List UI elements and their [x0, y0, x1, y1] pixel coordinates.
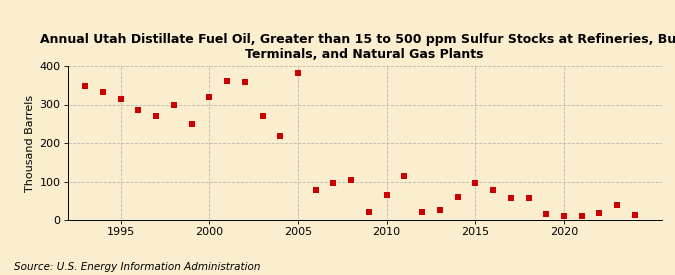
Point: [151, 114, 161, 118]
Point: [221, 79, 232, 84]
Point: [452, 195, 463, 199]
Title: Annual Utah Distillate Fuel Oil, Greater than 15 to 500 ppm Sulfur Stocks at Ref: Annual Utah Distillate Fuel Oil, Greater…: [40, 33, 675, 61]
Point: [98, 90, 109, 94]
Point: [559, 214, 570, 218]
Point: [346, 177, 356, 182]
Point: [204, 95, 215, 99]
Text: Source: U.S. Energy Information Administration: Source: U.S. Energy Information Administ…: [14, 262, 260, 272]
Point: [594, 211, 605, 215]
Point: [133, 108, 144, 112]
Point: [612, 203, 622, 208]
Point: [80, 84, 90, 88]
Point: [435, 208, 446, 213]
Point: [364, 209, 375, 214]
Point: [630, 213, 641, 218]
Point: [506, 196, 516, 200]
Point: [416, 209, 427, 214]
Point: [169, 103, 180, 108]
Point: [240, 80, 250, 84]
Point: [257, 114, 268, 118]
Point: [328, 181, 339, 185]
Point: [541, 212, 551, 216]
Point: [487, 188, 498, 192]
Point: [186, 122, 197, 126]
Point: [576, 214, 587, 218]
Point: [381, 193, 392, 197]
Point: [292, 70, 303, 75]
Y-axis label: Thousand Barrels: Thousand Barrels: [25, 94, 35, 192]
Point: [523, 196, 534, 200]
Point: [310, 188, 321, 192]
Point: [275, 134, 286, 138]
Point: [470, 181, 481, 185]
Point: [399, 174, 410, 178]
Point: [115, 97, 126, 101]
